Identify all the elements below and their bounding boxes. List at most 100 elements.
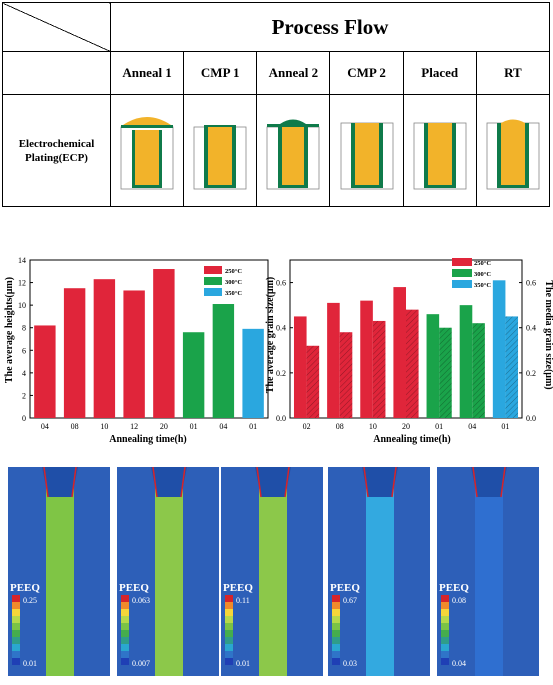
legend-band <box>121 637 129 644</box>
diagram-placed <box>402 94 477 207</box>
legend-band <box>332 658 340 665</box>
chart2-legend-swatch <box>452 280 472 288</box>
chart1-bar <box>63 288 86 418</box>
chart2-y2tick-label: 0.4 <box>526 324 536 333</box>
chart2-xtick-label: 01 <box>435 422 443 431</box>
peeq-min: 0.007 <box>132 659 150 668</box>
chart1-legend-swatch <box>204 266 222 274</box>
legend-band <box>225 623 233 630</box>
chart1-xtick-label: 12 <box>130 422 138 431</box>
peeq-label: PEEQ <box>439 582 469 594</box>
peeq-contour: PEEQ 0.67 0.03 <box>328 467 430 676</box>
chart2-legend-swatch <box>452 269 472 277</box>
row-label-line-1: Electrochemical <box>18 137 95 150</box>
chart2-ylabel: The average grain size(μm) <box>265 277 276 393</box>
legend-band <box>121 602 129 609</box>
legend-band <box>332 602 340 609</box>
chart1-bar <box>242 328 264 418</box>
liner-right <box>71 467 77 498</box>
peeq-label: PEEQ <box>330 582 360 594</box>
peeq-max: 0.063 <box>132 596 150 605</box>
chart1-ytick-label: 2 <box>22 391 26 400</box>
peeq-panel: PEEQ 0.25 0.01 <box>8 467 110 676</box>
chart2-xtick-label: 20 <box>402 422 410 431</box>
legend-band <box>121 630 129 637</box>
chart2-ytick-label: 0.2 <box>276 369 286 378</box>
chart2-legend-label: 250°C <box>474 260 491 267</box>
chart2-median-bar <box>372 320 386 418</box>
liner-left <box>256 467 262 498</box>
step-placed: Placed <box>402 51 477 95</box>
chart2-ytick-label: 0.0 <box>276 414 286 423</box>
legend-band <box>441 651 449 658</box>
legend-band <box>12 609 20 616</box>
height-bar-chart: The average heights(μm) Annealing time(h… <box>0 250 275 445</box>
row-label-line-2: Plating(ECP) <box>25 151 88 164</box>
chart1-bar <box>93 279 116 418</box>
legend-band <box>225 609 233 616</box>
diagram-anneal-1 <box>109 94 185 207</box>
chart1-xlabel: Annealing time(h) <box>109 434 187 445</box>
chart2-median-bar <box>306 345 320 418</box>
chart2-average-bar <box>459 305 473 418</box>
chart2-xtick-label: 04 <box>468 422 476 431</box>
legend-band <box>12 658 20 665</box>
chart1-ytick-label: 8 <box>22 324 26 333</box>
via-fill <box>259 467 287 676</box>
via-top <box>471 467 507 497</box>
diagram-rt <box>475 94 551 207</box>
via-fill <box>46 467 74 676</box>
step-rt: RT <box>475 51 551 95</box>
chart2-ytick-label: 0.4 <box>276 324 286 333</box>
peeq-contour: PEEQ 0.08 0.04 <box>437 467 539 676</box>
peeq-min: 0.01 <box>236 659 250 668</box>
chart1-ytick-label: 0 <box>22 414 26 423</box>
legend-band <box>441 602 449 609</box>
chart2-xlabel: Annealing time(h) <box>373 434 451 445</box>
chart1-bar <box>153 269 175 418</box>
chart1-ytick-label: 4 <box>22 369 26 378</box>
chart2-median-bar <box>439 327 452 418</box>
via-top <box>151 467 187 497</box>
peeq-min: 0.01 <box>23 659 37 668</box>
chart2-average-bar <box>293 316 307 418</box>
chart1-legend-swatch <box>204 277 222 285</box>
chart2-y2tick-label: 0.6 <box>526 279 536 288</box>
chart1-legend-label: 350°C <box>225 290 242 297</box>
peeq-max: 0.67 <box>343 596 357 605</box>
chart2-average-bar <box>360 300 373 418</box>
legend-band <box>12 602 20 609</box>
peeq-panel: PEEQ 0.11 0.01 <box>221 467 323 676</box>
chart2-y2label: The media grain size(μm) <box>543 280 553 389</box>
chart1-xtick-label: 10 <box>100 422 108 431</box>
chart1-bar <box>212 304 235 418</box>
legend-band <box>332 616 340 623</box>
legend-band <box>12 644 20 651</box>
chart2-xtick-label: 02 <box>303 422 311 431</box>
height-chart-svg: The average heights(μm) Annealing time(h… <box>4 256 269 445</box>
legend-band <box>12 630 20 637</box>
legend-band <box>332 623 340 630</box>
via-diagram-cmp-1 <box>193 124 247 189</box>
peeq-contour: PEEQ 0.25 0.01 <box>8 467 110 676</box>
chart2-average-bar <box>327 302 340 418</box>
legend-band <box>441 644 449 651</box>
legend-band <box>332 595 340 602</box>
chart1-xtick-label: 04 <box>219 422 227 431</box>
chart2-ytick-label: 0.6 <box>276 279 286 288</box>
liner-right <box>500 467 506 498</box>
via-fill <box>475 467 503 676</box>
chart1-legend-label: 250°C <box>225 268 242 275</box>
legend-band <box>225 616 233 623</box>
legend-band <box>441 609 449 616</box>
peeq-contour: PEEQ 0.063 0.007 <box>117 467 219 676</box>
peeq-label: PEEQ <box>10 582 40 594</box>
liner-left <box>363 467 369 498</box>
peeq-max: 0.08 <box>452 596 466 605</box>
legend-band <box>441 623 449 630</box>
legend-band <box>225 651 233 658</box>
chart1-frame <box>29 259 269 419</box>
chart2-average-bar <box>426 314 440 418</box>
chart1-ytick-label: 10 <box>18 301 26 310</box>
chart1-xtick-label: 20 <box>160 422 168 431</box>
